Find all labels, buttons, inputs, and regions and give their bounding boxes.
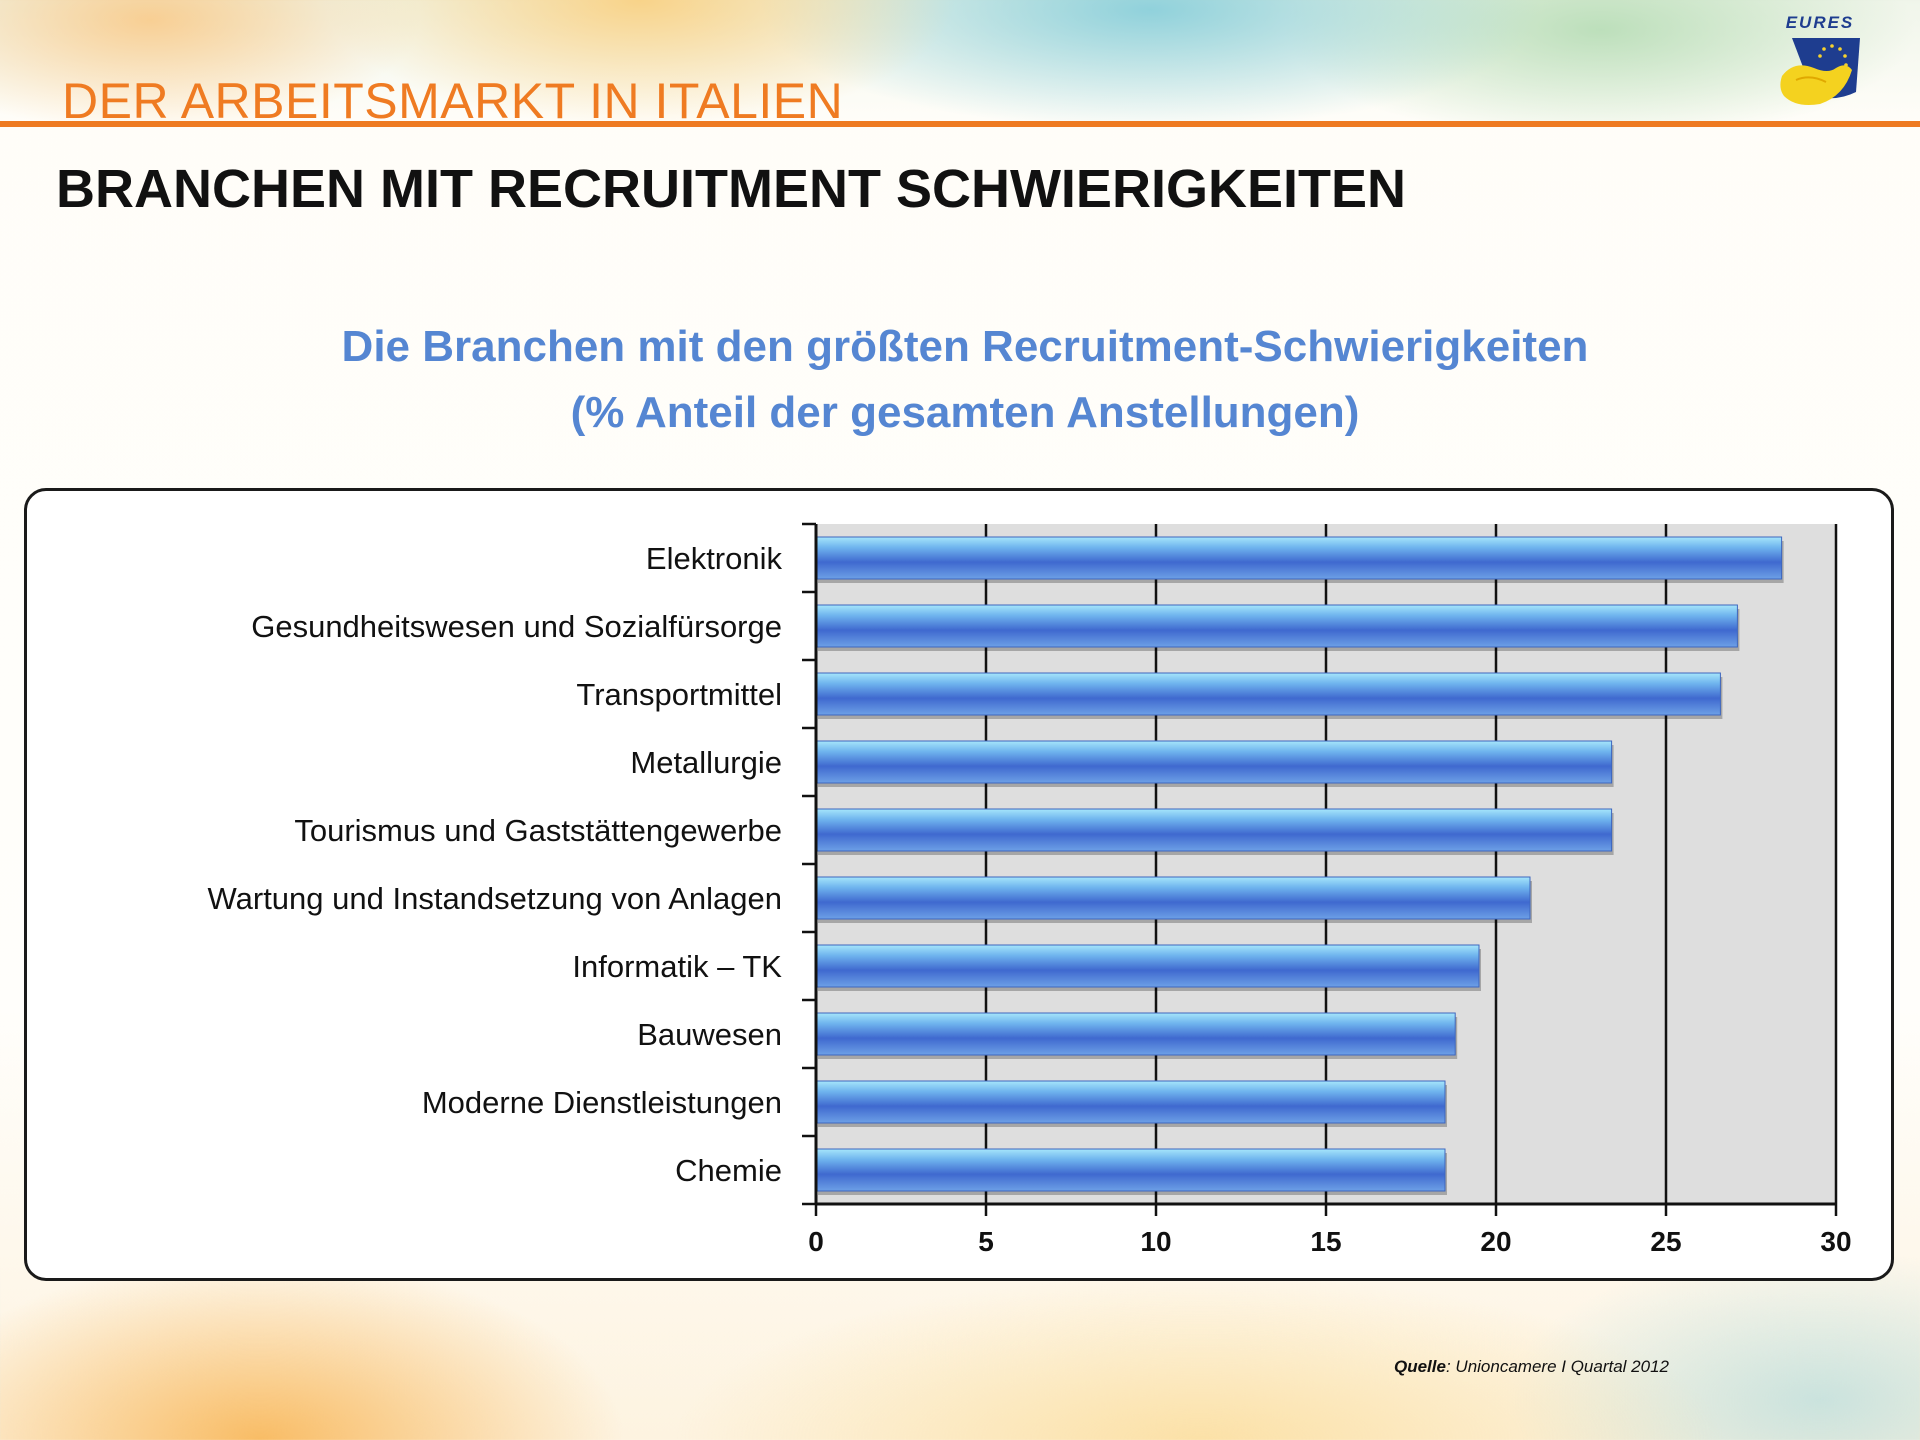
category-label: Tourismus und Gaststättengewerbe <box>294 813 782 848</box>
bar <box>815 944 1480 988</box>
bars <box>815 536 1784 1195</box>
category-label: Informatik – TK <box>572 949 782 984</box>
x-tick-label: 10 <box>1140 1226 1171 1257</box>
bar <box>815 672 1721 716</box>
x-tick-label: 0 <box>808 1226 824 1257</box>
category-label: Wartung und Instandsetzung von Anlagen <box>208 881 782 916</box>
bar <box>815 604 1738 648</box>
bar <box>815 740 1613 784</box>
header-title: DER ARBEITSMARKT IN ITALIEN <box>62 73 844 129</box>
category-label: Chemie <box>675 1153 782 1188</box>
x-tick-labels: 0 5 10 15 20 25 30 <box>808 1226 1851 1257</box>
source-label: Quelle <box>1394 1357 1446 1376</box>
header-divider <box>0 121 1920 127</box>
category-label: Moderne Dienstleistungen <box>422 1085 782 1120</box>
bar <box>815 1012 1456 1056</box>
source-text: : Unioncamere I Quartal 2012 <box>1445 1357 1669 1376</box>
axes <box>802 522 1838 1216</box>
category-label: Elektronik <box>646 541 783 576</box>
eures-logo: EURES <box>1780 13 1860 105</box>
category-labels: Elektronik Gesundheitswesen und Sozialfür… <box>208 541 783 1188</box>
bar <box>815 1148 1446 1192</box>
bar <box>815 876 1531 920</box>
x-tick-label: 15 <box>1310 1226 1341 1257</box>
x-tick-label: 30 <box>1820 1226 1851 1257</box>
chart-subtitle: (% Anteil der gesamten Anstellungen) <box>570 388 1360 437</box>
category-label: Bauwesen <box>637 1017 782 1052</box>
eures-logo-text: EURES <box>1786 13 1855 32</box>
chart-title: Die Branchen mit den größten Recruitment… <box>341 322 1589 371</box>
bar <box>815 536 1783 580</box>
bar <box>815 808 1613 852</box>
category-label: Metallurgie <box>630 745 782 780</box>
bar <box>815 1080 1446 1124</box>
source-note: Quelle: Unioncamere I Quartal 2012 <box>1394 1357 1669 1377</box>
page-title: BRANCHEN MIT RECRUITMENT SCHWIERIGKEITEN <box>56 159 1406 219</box>
x-tick-label: 25 <box>1650 1226 1681 1257</box>
category-label: Transportmittel <box>576 677 782 712</box>
header-background <box>0 0 1920 122</box>
x-tick-label: 5 <box>978 1226 994 1257</box>
category-label: Gesundheitswesen und Sozialfürsorge <box>251 609 782 644</box>
x-tick-label: 20 <box>1480 1226 1511 1257</box>
